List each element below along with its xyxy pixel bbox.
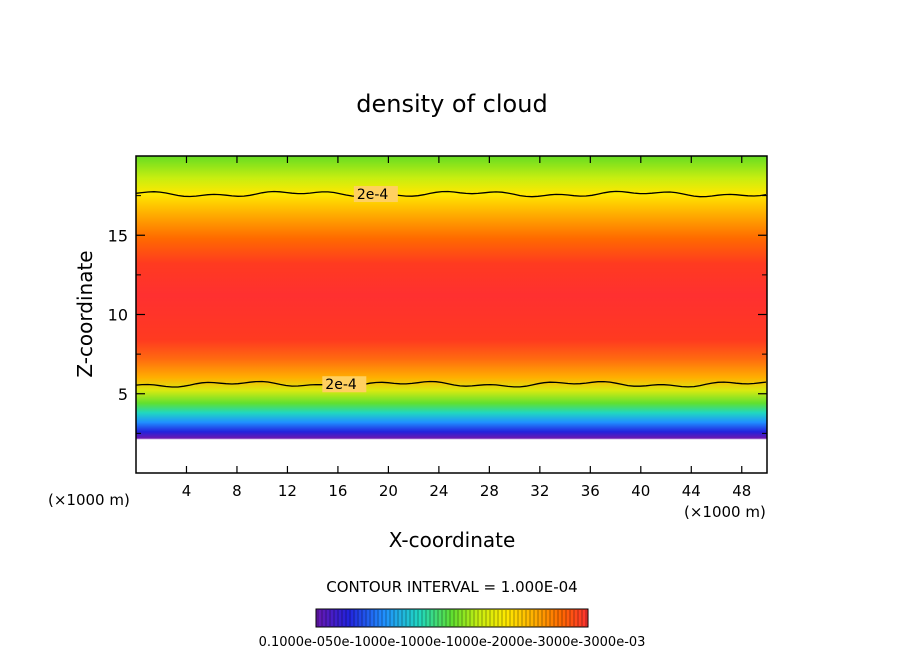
x-axis: 4 8 12 16 20 24 28 32 36 40 44 48 (182, 156, 751, 500)
y-axis-label: Z-coordinate (73, 250, 97, 377)
x-unit-right: (×1000 m) (684, 503, 766, 521)
x-axis-label: X-coordinate (389, 528, 516, 552)
y-tick-label: 5 (118, 385, 128, 404)
x-tick-label: 24 (429, 482, 448, 500)
x-tick-label: 4 (182, 482, 192, 500)
contour-label: 2e-4 (325, 377, 357, 393)
chart-title: density of cloud (356, 90, 547, 118)
x-tick-label: 40 (631, 482, 650, 500)
colorbar-gradient (315, 608, 589, 628)
contour-label: 2e-4 (357, 187, 389, 203)
x-tick-label: 36 (581, 482, 600, 500)
contour-label-bg (353, 186, 398, 203)
colorbar-ticks (317, 610, 587, 626)
contour-layer: 2e-4 2e-4 (136, 186, 767, 393)
x-tick-label: 48 (732, 482, 751, 500)
contour-interval-text: CONTOUR INTERVAL = 1.000E-04 (326, 578, 577, 596)
y-tick-label: 10 (108, 306, 128, 325)
x-tick-label: 28 (480, 482, 499, 500)
contour-line (136, 190, 767, 198)
colorbar: 0.1000e-050e-1000e-1000e-1000e-2000e-300… (259, 608, 646, 650)
plot-area: 2e-4 2e-4 (135, 155, 768, 474)
x-tick-label: 16 (328, 482, 347, 500)
contour-label-bg (322, 376, 367, 393)
density-field (136, 156, 767, 473)
colorbar-labels: 0.1000e-050e-1000e-1000e-1000e-2000e-300… (259, 635, 646, 650)
y-axis: 5 10 15 (108, 195, 767, 434)
y-tick-label: 15 (108, 226, 128, 245)
x-tick-label: 12 (278, 482, 297, 500)
x-tick-label: 32 (530, 482, 549, 500)
contour-line (136, 380, 767, 388)
x-tick-label: 44 (682, 482, 701, 500)
x-tick-label: 20 (379, 482, 398, 500)
x-unit-left: (×1000 m) (48, 491, 130, 509)
x-tick-label: 8 (232, 482, 242, 500)
